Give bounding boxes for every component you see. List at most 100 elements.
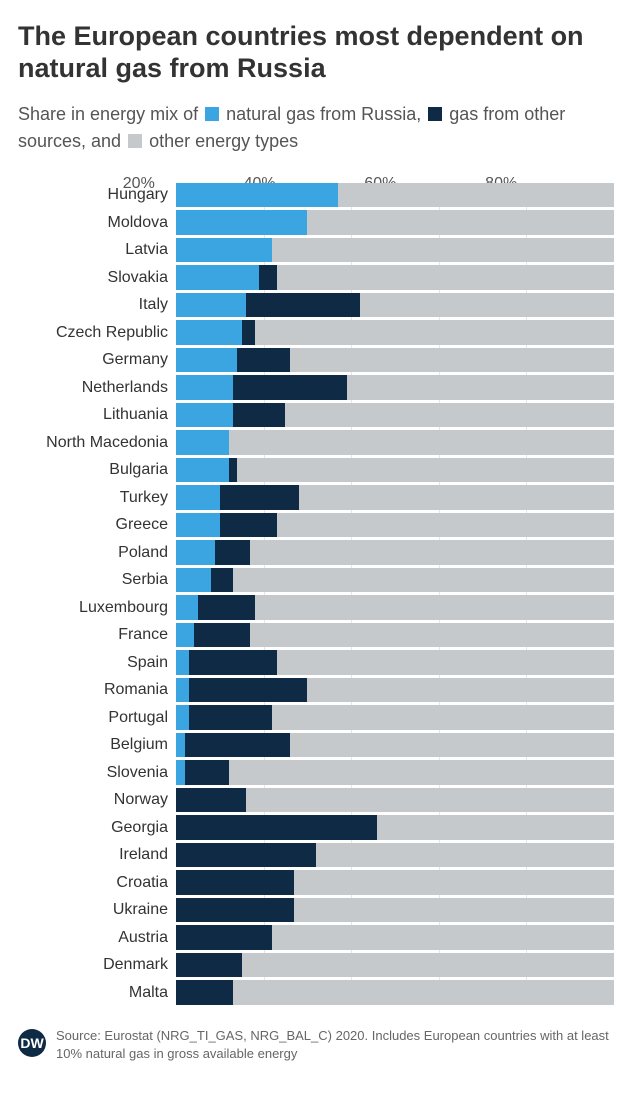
country-label: Germany: [18, 351, 176, 369]
footer: DW Source: Eurostat (NRG_TI_GAS, NRG_BAL…: [18, 1027, 622, 1063]
stacked-bar: [176, 870, 614, 895]
stacked-bar: [176, 843, 614, 868]
seg-russia-gas: [176, 485, 220, 510]
seg-other-gas: [242, 320, 255, 345]
seg-other-energy: [272, 705, 614, 730]
bar-row: Poland: [18, 540, 622, 565]
seg-other-energy: [307, 210, 614, 235]
seg-russia-gas: [176, 320, 242, 345]
bar-row: Austria: [18, 925, 622, 950]
seg-other-energy: [272, 238, 614, 263]
stacked-bar: [176, 705, 614, 730]
stacked-bar: [176, 403, 614, 428]
country-label: Spain: [18, 654, 176, 672]
bar-row: Bulgaria: [18, 458, 622, 483]
bar-row: Slovenia: [18, 760, 622, 785]
seg-russia-gas: [176, 430, 229, 455]
stacked-bar: [176, 210, 614, 235]
seg-other-energy: [242, 953, 614, 978]
seg-other-energy: [316, 843, 614, 868]
bar-row: Greece: [18, 513, 622, 538]
seg-russia-gas: [176, 183, 338, 208]
seg-other-energy: [307, 678, 614, 703]
seg-other-gas: [194, 623, 251, 648]
country-label: Portugal: [18, 709, 176, 727]
seg-other-gas: [189, 678, 307, 703]
bar-row: France: [18, 623, 622, 648]
seg-other-gas: [176, 843, 316, 868]
seg-other-energy: [250, 623, 614, 648]
stacked-bar: [176, 953, 614, 978]
country-label: Georgia: [18, 819, 176, 837]
swatch-other-energy: [128, 134, 142, 148]
seg-other-energy: [250, 540, 614, 565]
bar-row: Hungary: [18, 183, 622, 208]
seg-other-gas: [198, 595, 255, 620]
country-label: Luxembourg: [18, 599, 176, 617]
seg-other-energy: [229, 430, 614, 455]
country-label: Belgium: [18, 736, 176, 754]
seg-russia-gas: [176, 650, 189, 675]
seg-other-gas: [189, 650, 277, 675]
swatch-other-gas: [428, 107, 442, 121]
bar-row: Germany: [18, 348, 622, 373]
country-label: Latvia: [18, 241, 176, 259]
stacked-bar: [176, 348, 614, 373]
chart-title: The European countries most dependent on…: [18, 20, 622, 85]
country-label: Greece: [18, 516, 176, 534]
country-label: Croatia: [18, 874, 176, 892]
infographic-container: The European countries most dependent on…: [0, 0, 640, 1081]
bar-row: Serbia: [18, 568, 622, 593]
seg-russia-gas: [176, 733, 185, 758]
bar-row: Turkey: [18, 485, 622, 510]
seg-other-gas: [176, 980, 233, 1005]
bar-row: Slovakia: [18, 265, 622, 290]
country-label: France: [18, 626, 176, 644]
stacked-bar: [176, 815, 614, 840]
seg-russia-gas: [176, 513, 220, 538]
seg-other-gas: [185, 733, 290, 758]
seg-other-gas: [176, 953, 242, 978]
stacked-bar: [176, 733, 614, 758]
stacked-bar: [176, 980, 614, 1005]
stacked-bar: [176, 650, 614, 675]
seg-other-gas: [189, 705, 272, 730]
seg-other-energy: [246, 788, 614, 813]
seg-russia-gas: [176, 623, 194, 648]
country-label: Malta: [18, 984, 176, 1002]
seg-other-energy: [277, 513, 614, 538]
stacked-bar: [176, 568, 614, 593]
seg-russia-gas: [176, 348, 237, 373]
seg-other-gas: [259, 265, 277, 290]
bar-row: Romania: [18, 678, 622, 703]
bars-area: HungaryMoldovaLatviaSlovakiaItalyCzech R…: [18, 183, 622, 1005]
seg-russia-gas: [176, 678, 189, 703]
seg-russia-gas: [176, 265, 259, 290]
seg-russia-gas: [176, 595, 198, 620]
stacked-bar: [176, 293, 614, 318]
stacked-bar: [176, 265, 614, 290]
seg-other-energy: [229, 760, 614, 785]
bar-row: Ireland: [18, 843, 622, 868]
bar-row: Norway: [18, 788, 622, 813]
legend-text: Share in energy mix of natural gas from …: [18, 101, 622, 155]
country-label: Hungary: [18, 186, 176, 204]
legend-prefix: Share in energy mix of: [18, 104, 198, 124]
seg-russia-gas: [176, 458, 229, 483]
seg-other-energy: [233, 980, 614, 1005]
bar-row: Spain: [18, 650, 622, 675]
seg-other-gas: [220, 513, 277, 538]
seg-russia-gas: [176, 403, 233, 428]
country-label: Italy: [18, 296, 176, 314]
country-label: Denmark: [18, 956, 176, 974]
seg-other-energy: [277, 265, 614, 290]
seg-other-gas: [246, 293, 360, 318]
country-label: Czech Republic: [18, 324, 176, 342]
dw-logo: DW: [18, 1029, 46, 1057]
seg-other-gas: [233, 375, 347, 400]
seg-other-gas: [211, 568, 233, 593]
seg-other-gas: [176, 898, 294, 923]
stacked-bar: [176, 183, 614, 208]
seg-other-gas: [215, 540, 250, 565]
bar-row: Denmark: [18, 953, 622, 978]
